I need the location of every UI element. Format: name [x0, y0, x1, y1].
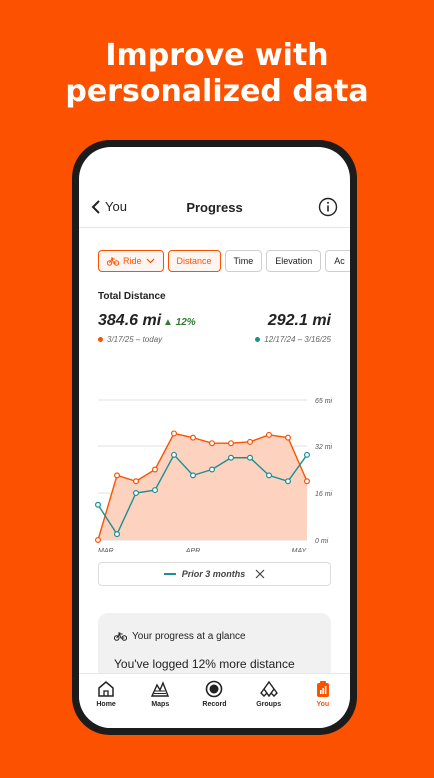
prior-point [132, 489, 139, 496]
prior-total: 292.1 mi [267, 312, 331, 329]
current-point [285, 434, 292, 441]
change-value: 12% [175, 317, 196, 328]
home-icon [98, 681, 114, 697]
chip-label: Time [233, 256, 254, 266]
current-range-text: 3/17/25 – today [107, 335, 163, 344]
tab-bar: Home Maps Record Groups You [79, 673, 350, 728]
tab-label: Maps [151, 701, 170, 708]
tab-label: You [316, 701, 330, 708]
current-series-line [97, 432, 308, 541]
groups-icon [259, 680, 278, 698]
current-point [151, 466, 158, 473]
chip-label: Distance [176, 256, 212, 266]
bike-icon [114, 632, 127, 641]
current-point [170, 430, 177, 437]
y-tick-label: 65 mi [315, 398, 333, 405]
prior-point [151, 487, 158, 494]
back-button[interactable]: You [91, 199, 127, 214]
legend-label: Prior 3 months [181, 569, 246, 579]
current-total: 384.6 mi [98, 312, 162, 329]
current-point [247, 438, 254, 445]
x-tick-label: MAY [292, 548, 308, 552]
nav-divider [79, 227, 350, 228]
prior-point [266, 472, 273, 479]
tab-label: Record [202, 701, 227, 708]
bike-icon [107, 257, 119, 266]
glance-body: You've logged 12% more distance [114, 657, 295, 671]
current-point [266, 431, 273, 438]
y-tick-label: 32 mi [315, 444, 333, 451]
tab-home[interactable]: Home [81, 680, 131, 728]
current-point [228, 440, 235, 447]
chip-more[interactable]: Ac [325, 250, 350, 272]
tab-maps[interactable]: Maps [135, 680, 185, 728]
chevron-left-icon [91, 199, 100, 214]
headline-line1: Improve with [105, 38, 329, 73]
filter-chips: Ride Distance Time Elevation Ac [98, 250, 350, 272]
prior-point [189, 472, 196, 479]
info-icon[interactable] [318, 197, 338, 217]
phone-screen: You Progress Ride Distance Time Elevatio… [79, 147, 350, 728]
section-title: Total Distance [98, 291, 166, 302]
chip-elevation[interactable]: Elevation [266, 250, 322, 272]
prior-point [247, 454, 254, 461]
current-point [189, 434, 196, 441]
tab-groups[interactable]: Groups [244, 680, 294, 728]
nav-bar: You Progress [79, 197, 350, 221]
x-tick-label: APR [185, 548, 200, 552]
prior-legend[interactable]: Prior 3 months [98, 562, 331, 586]
y-tick-label: 0 mi [315, 538, 329, 545]
prior-point [304, 451, 311, 458]
phone-frame: You Progress Ride Distance Time Elevatio… [72, 140, 357, 735]
headline: Improve with personalized data [0, 38, 434, 110]
chevron-down-icon [146, 258, 154, 264]
back-label: You [105, 199, 127, 214]
maps-icon [151, 681, 170, 697]
change-indicator: ▲ 12% [163, 317, 196, 328]
chip-label: Ac [334, 256, 345, 266]
current-area [98, 433, 307, 540]
prior-point [95, 501, 102, 508]
prior-swatch [163, 573, 176, 575]
tab-label: Groups [256, 701, 282, 708]
tab-you[interactable]: You [298, 680, 348, 728]
prior-range: 12/17/24 – 3/16/25 [255, 335, 331, 344]
prior-range-text: 12/17/24 – 3/16/25 [264, 335, 331, 344]
prior-series-line [97, 453, 308, 536]
prior-point [228, 454, 235, 461]
chip-distance[interactable]: Distance [167, 250, 221, 272]
current-point [132, 478, 139, 485]
headline-line2: personalized data [65, 74, 369, 109]
current-point [304, 478, 311, 485]
glance-title: Your progress at a glance [132, 631, 246, 642]
current-point [95, 537, 102, 544]
prior-dot [255, 337, 261, 342]
chip-sport-ride[interactable]: Ride [98, 250, 164, 272]
distance-chart[interactable]: 0 mi 16 mi 32 mi 65 mi MAR APR MAY [79, 372, 350, 552]
current-range: 3/17/25 – today [98, 335, 162, 344]
close-icon[interactable] [255, 569, 265, 579]
prior-point [170, 451, 177, 458]
y-tick-label: 16 mi [315, 491, 333, 498]
current-point [113, 472, 120, 479]
you-icon [316, 681, 329, 697]
current-point [209, 440, 216, 447]
chip-time[interactable]: Time [224, 250, 263, 272]
up-arrow-icon: ▲ [163, 317, 173, 328]
glance-header: Your progress at a glance [114, 631, 246, 642]
x-tick-label: MAR [98, 548, 114, 552]
tab-record[interactable]: Record [189, 680, 239, 728]
chip-label: Ride [123, 256, 142, 266]
prior-point [113, 531, 120, 538]
tab-label: Home [96, 701, 116, 708]
chip-label: Elevation [275, 256, 313, 266]
page-title: Progress [186, 200, 243, 215]
prior-point [209, 466, 216, 473]
current-dot [98, 337, 103, 342]
prior-point [285, 478, 292, 485]
record-icon [206, 680, 223, 698]
